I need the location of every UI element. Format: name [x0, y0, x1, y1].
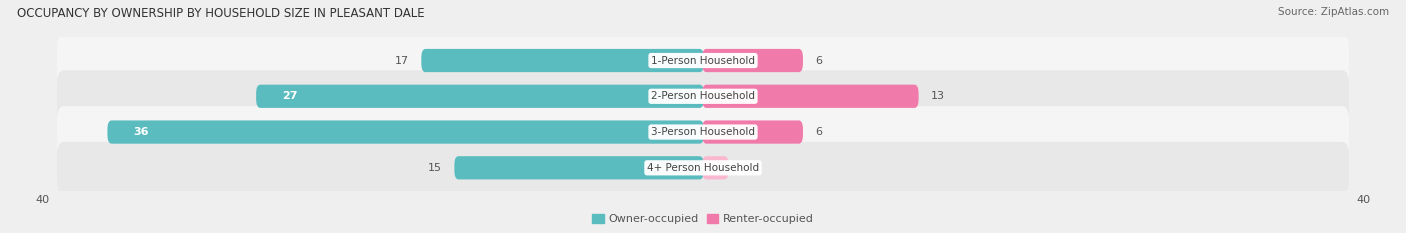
- Legend: Owner-occupied, Renter-occupied: Owner-occupied, Renter-occupied: [592, 213, 814, 224]
- FancyBboxPatch shape: [256, 85, 704, 108]
- FancyBboxPatch shape: [107, 120, 704, 144]
- Text: Source: ZipAtlas.com: Source: ZipAtlas.com: [1278, 7, 1389, 17]
- Text: 4+ Person Household: 4+ Person Household: [647, 163, 759, 173]
- FancyBboxPatch shape: [58, 142, 1348, 194]
- FancyBboxPatch shape: [702, 120, 803, 144]
- FancyBboxPatch shape: [702, 85, 918, 108]
- Text: 3-Person Household: 3-Person Household: [651, 127, 755, 137]
- Text: 36: 36: [134, 127, 149, 137]
- Text: 13: 13: [931, 91, 945, 101]
- Text: 0: 0: [741, 163, 748, 173]
- Text: 2-Person Household: 2-Person Household: [651, 91, 755, 101]
- Text: 17: 17: [395, 55, 409, 65]
- Text: 1-Person Household: 1-Person Household: [651, 55, 755, 65]
- FancyBboxPatch shape: [702, 156, 728, 179]
- Text: 6: 6: [815, 127, 823, 137]
- Text: 15: 15: [427, 163, 441, 173]
- FancyBboxPatch shape: [422, 49, 704, 72]
- Text: 6: 6: [815, 55, 823, 65]
- FancyBboxPatch shape: [702, 49, 803, 72]
- FancyBboxPatch shape: [58, 70, 1348, 122]
- FancyBboxPatch shape: [454, 156, 704, 179]
- FancyBboxPatch shape: [58, 106, 1348, 158]
- Text: OCCUPANCY BY OWNERSHIP BY HOUSEHOLD SIZE IN PLEASANT DALE: OCCUPANCY BY OWNERSHIP BY HOUSEHOLD SIZE…: [17, 7, 425, 20]
- Text: 27: 27: [281, 91, 297, 101]
- FancyBboxPatch shape: [58, 34, 1348, 86]
